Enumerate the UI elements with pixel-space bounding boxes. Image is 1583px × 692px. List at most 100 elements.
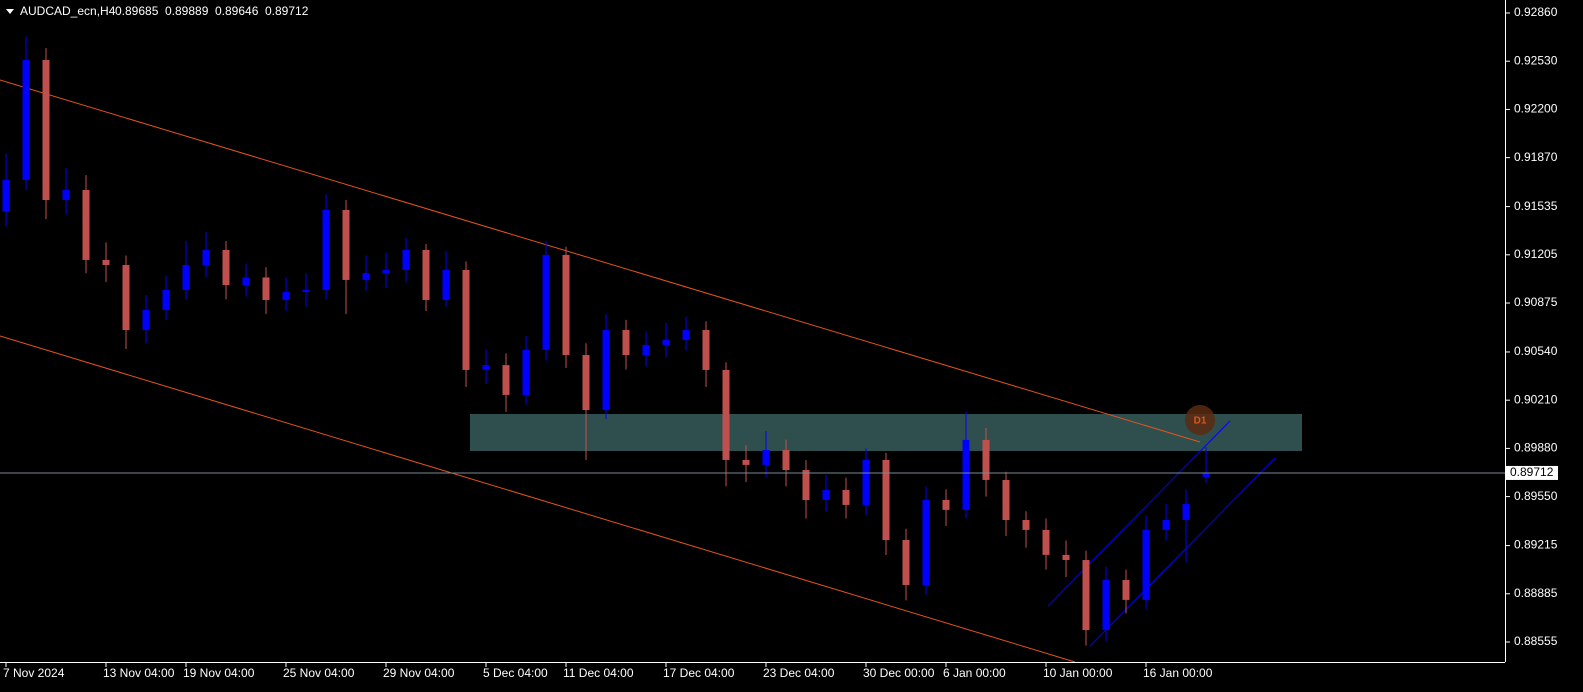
candle-body xyxy=(62,189,70,201)
candle-body xyxy=(822,490,830,500)
y-tick-label: 0.90210 xyxy=(1514,392,1558,406)
candle-body xyxy=(942,499,950,510)
annotation: D1 xyxy=(1194,416,1207,427)
x-tick-label: 25 Nov 04:00 xyxy=(283,666,355,680)
y-tick-label: 0.91205 xyxy=(1514,247,1558,261)
candle-body xyxy=(562,254,570,356)
candle-body xyxy=(42,60,50,201)
x-tick-label: 10 Jan 00:00 xyxy=(1043,666,1113,680)
candle-body xyxy=(442,270,450,300)
candle-body xyxy=(342,209,350,280)
candle-body xyxy=(1102,580,1110,631)
y-tick-label: 0.91870 xyxy=(1514,150,1558,164)
candle-body xyxy=(842,490,850,505)
y-tick-label: 0.88885 xyxy=(1514,586,1558,600)
y-tick-label: 0.91535 xyxy=(1514,199,1558,213)
candle-body xyxy=(22,60,30,181)
candle-body xyxy=(582,355,590,410)
candle-body xyxy=(82,189,90,260)
y-tick-label: 0.89880 xyxy=(1514,441,1558,455)
y-tick-label: 0.88555 xyxy=(1514,634,1558,648)
x-tick-label: 30 Dec 00:00 xyxy=(863,666,935,680)
candle-body xyxy=(1142,529,1150,600)
y-tick-label: 0.92530 xyxy=(1514,53,1558,67)
axes: 0.92860 0.92530 0.92200 0.91870 0.91535 0.912… xyxy=(0,5,1558,680)
candle-body xyxy=(962,439,970,510)
candle-body xyxy=(1042,529,1050,555)
menu-arrow[interactable] xyxy=(6,9,14,14)
candle-body xyxy=(922,499,930,586)
x-tick-label: 7 Nov 2024 xyxy=(3,666,65,680)
ohlc-low: 0.89646 xyxy=(215,4,259,18)
x-tick-label: 5 Dec 04:00 xyxy=(483,666,548,680)
candle-body xyxy=(402,249,410,271)
channel-line xyxy=(1089,457,1276,647)
x-tick-label: 23 Dec 04:00 xyxy=(763,666,835,680)
y-tick-label: 0.90540 xyxy=(1514,344,1558,358)
price-label: 0.89712 xyxy=(1510,465,1554,479)
zone xyxy=(470,414,1302,451)
candle-body xyxy=(1162,519,1170,530)
candle-body xyxy=(322,209,330,291)
candle-body xyxy=(722,369,730,460)
chart-title: AUDCAD_ecn,H4 xyxy=(20,4,116,18)
y-tick-label: 0.92860 xyxy=(1514,5,1558,19)
trend-line xyxy=(0,335,1076,663)
candle-body xyxy=(702,330,710,370)
candle-body xyxy=(742,459,750,465)
candle-body xyxy=(222,249,230,286)
ohlc-close: 0.89712 xyxy=(265,4,309,18)
candle-body xyxy=(682,330,690,340)
candle-body xyxy=(762,450,770,465)
candle-body xyxy=(882,459,890,541)
candle-body xyxy=(902,540,910,586)
candle-body xyxy=(462,270,470,370)
candle-body xyxy=(142,310,150,331)
candle-body xyxy=(1062,554,1070,561)
candle-body xyxy=(102,259,110,266)
candle-body xyxy=(182,265,190,291)
candle-body xyxy=(502,365,510,395)
candle-body xyxy=(162,290,170,311)
candle-body xyxy=(622,330,630,356)
candle-body xyxy=(1202,472,1210,477)
candle-body xyxy=(862,459,870,505)
candle-body xyxy=(242,277,250,286)
ohlc-high: 0.89889 xyxy=(165,4,209,18)
candle-body xyxy=(262,277,270,300)
y-tick-label: 0.92200 xyxy=(1514,102,1558,116)
candle-body xyxy=(802,470,810,500)
candle-body xyxy=(782,450,790,471)
y-tick-label: 0.89550 xyxy=(1514,489,1558,503)
candles xyxy=(2,36,1210,646)
candle-body xyxy=(1022,519,1030,530)
x-tick-label: 29 Nov 04:00 xyxy=(383,666,455,680)
x-tick-label: 16 Jan 00:00 xyxy=(1143,666,1213,680)
candle-body xyxy=(1182,503,1190,520)
candle-body xyxy=(122,265,130,331)
candle-body xyxy=(282,292,290,300)
candle-body xyxy=(522,349,530,395)
y-tick-label: 0.90875 xyxy=(1514,295,1558,309)
candle-body xyxy=(202,249,210,266)
trend-line xyxy=(0,79,1201,443)
price-label-box xyxy=(1506,465,1558,480)
candle-body xyxy=(602,330,610,410)
candle-body xyxy=(662,339,670,345)
candle-body xyxy=(982,439,990,480)
x-tick-label: 13 Nov 04:00 xyxy=(103,666,175,680)
candle-body xyxy=(1082,560,1090,631)
candle-body xyxy=(2,180,10,212)
candle-body xyxy=(382,270,390,274)
x-tick-label: 19 Nov 04:00 xyxy=(183,666,255,680)
candle-body xyxy=(422,249,430,300)
x-tick-label: 17 Dec 04:00 xyxy=(663,666,735,680)
candle-body xyxy=(1122,580,1130,600)
ohlc-open: 0.89685 xyxy=(115,4,159,18)
candle-body xyxy=(302,290,310,293)
candle-body xyxy=(542,254,550,350)
x-tick-label: 6 Jan 00:00 xyxy=(943,666,1006,680)
